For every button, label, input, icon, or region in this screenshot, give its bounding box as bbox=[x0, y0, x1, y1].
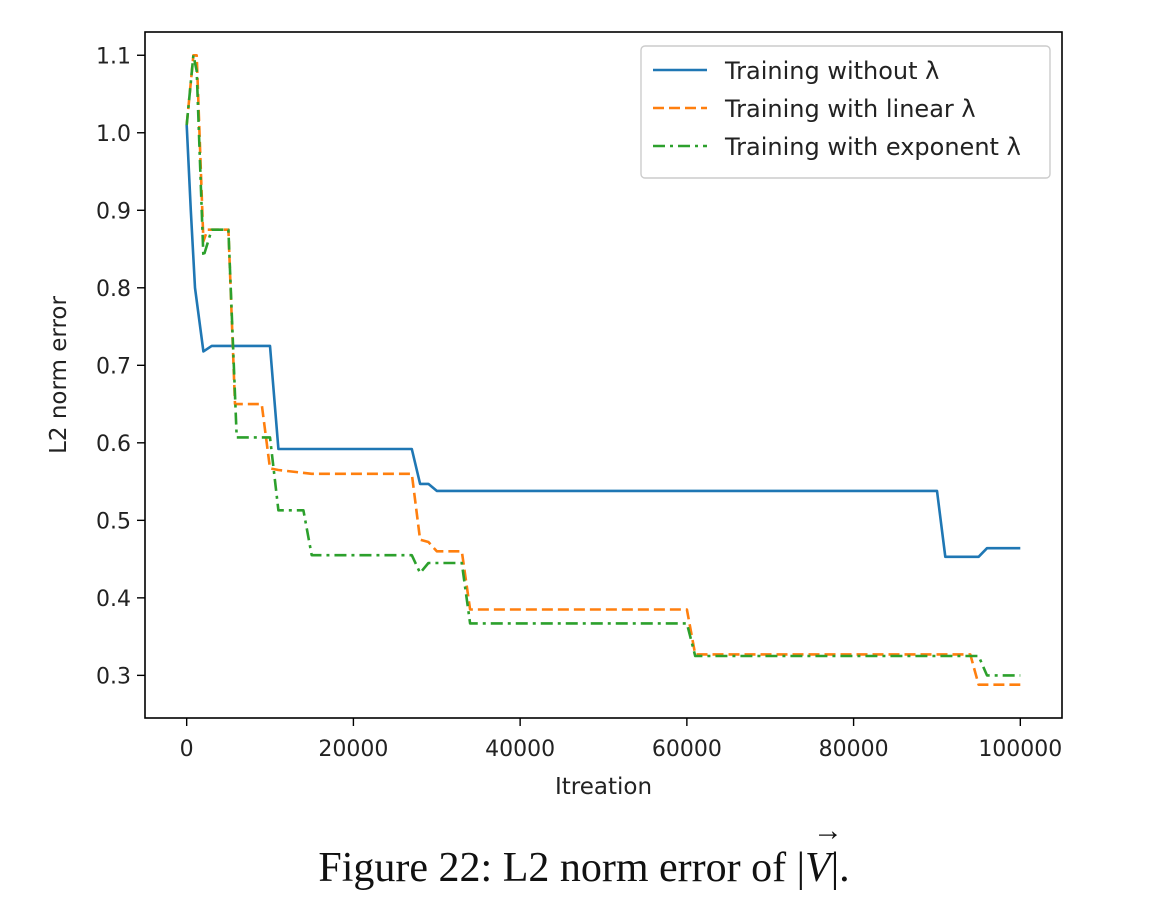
x-tick-label: 20000 bbox=[318, 737, 388, 762]
x-axis-label: Itreation bbox=[555, 774, 652, 800]
y-axis-label: L2 norm error bbox=[46, 296, 72, 454]
y-tick-label: 1.0 bbox=[96, 122, 131, 147]
y-tick-label: 0.5 bbox=[96, 509, 131, 534]
y-tick-label: 0.7 bbox=[96, 354, 131, 379]
y-tick-label: 0.8 bbox=[96, 277, 131, 302]
x-axis: 0 20000 40000 60000 80000 100000 bbox=[180, 718, 1062, 762]
x-tick-label: 80000 bbox=[819, 737, 889, 762]
series-line-2 bbox=[185, 54, 1021, 686]
x-tick-label: 100000 bbox=[978, 737, 1062, 762]
legend-box bbox=[640, 45, 1051, 179]
series-line-1 bbox=[185, 124, 1021, 559]
y-tick-label: 0.3 bbox=[96, 664, 131, 689]
line-chart: 0 20000 40000 60000 80000 100000 0.3 0.4 0.5 0.6… bbox=[46, 31, 1063, 800]
caption-vector-symbol: V bbox=[805, 814, 842, 892]
y-tick-label: 0.6 bbox=[96, 432, 131, 457]
legend: Training without λ Training with linear λ… bbox=[640, 45, 1051, 179]
legend-label-1: Training without λ bbox=[724, 57, 939, 85]
legend-label-3: Training with exponent λ bbox=[724, 133, 1021, 161]
x-tick-label: 60000 bbox=[652, 737, 722, 762]
caption-prefix: Figure 22: L2 norm error of | bbox=[318, 845, 806, 891]
caption-suffix: |. bbox=[830, 845, 850, 891]
legend-label-2: Training with linear λ bbox=[724, 95, 976, 123]
plot-marks bbox=[185, 54, 1021, 686]
x-tick-label: 0 bbox=[180, 737, 194, 762]
y-tick-label: 0.4 bbox=[96, 587, 131, 612]
figure-caption: Figure 22: L2 norm error of |V|. bbox=[0, 814, 1168, 892]
y-tick-label: 0.9 bbox=[96, 199, 131, 224]
series-line-3 bbox=[185, 54, 1021, 677]
y-tick-label: 1.1 bbox=[96, 44, 131, 69]
y-axis: 0.3 0.4 0.5 0.6 0.7 0.8 0.9 1.0 1.1 bbox=[96, 44, 145, 689]
plot-frame bbox=[144, 31, 1063, 719]
x-tick-label: 40000 bbox=[485, 737, 555, 762]
